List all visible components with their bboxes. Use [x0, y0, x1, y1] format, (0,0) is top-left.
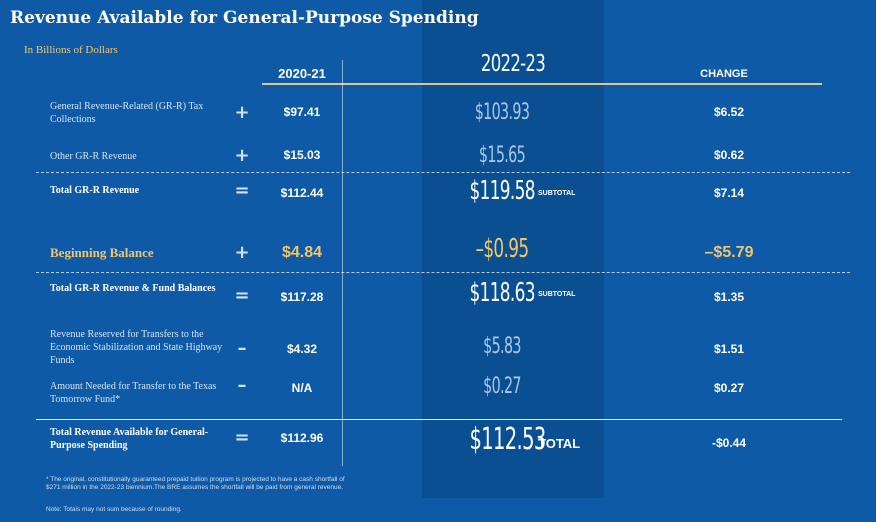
- plus-icon: +: [234, 242, 250, 263]
- equals-icon: =: [234, 285, 250, 306]
- row-label: Total GR-R Revenue: [50, 185, 140, 196]
- column-header-2022-23: 2022-23: [480, 51, 546, 77]
- value-2020-21: $97.41: [283, 105, 321, 119]
- column-header-change: CHANGE: [700, 68, 748, 80]
- value-change: $1.35: [713, 290, 745, 304]
- value-change: -$0.44: [711, 436, 747, 450]
- row-label: Amount Needed for Transfer to the Texas …: [50, 381, 217, 405]
- value-2020-21: $117.28: [280, 290, 324, 304]
- footnote: * The original, constitutionally guarant…: [46, 476, 345, 491]
- column-divider: [342, 60, 343, 466]
- equals-icon: =: [234, 427, 250, 448]
- row-label: Beginning Balance: [50, 245, 154, 260]
- rounding-note: Note: Totals may not sum because of roun…: [46, 506, 182, 513]
- plus-icon: +: [234, 145, 250, 166]
- value-2022-23: $112.53: [469, 422, 547, 457]
- units-subtitle: In Billions of Dollars: [24, 44, 118, 56]
- value-2020-21: $4.84: [281, 244, 323, 261]
- row-label: General Revenue-Related (GR-R) Tax Colle…: [50, 101, 204, 125]
- page-title: Revenue Available for General-Purpose Sp…: [10, 8, 479, 28]
- value-2022-23: $0.27: [483, 374, 521, 399]
- dashed-divider: [36, 272, 850, 273]
- value-2022-23: $118.63: [469, 278, 536, 308]
- subtotal-tag: SUBTOTAL: [538, 190, 576, 197]
- value-2022-23: $15.65: [478, 143, 526, 168]
- value-change: $7.14: [713, 186, 745, 200]
- value-2022-23: $119.58: [469, 176, 536, 206]
- value-change: $1.51: [713, 342, 745, 356]
- value-2022-23: $103.93: [474, 100, 530, 125]
- plus-icon: +: [234, 102, 250, 123]
- value-2020-21: $112.96: [280, 431, 324, 445]
- minus-icon: –: [237, 375, 247, 396]
- total-tag: TOTAL: [538, 436, 581, 451]
- subtotal-tag: SUBTOTAL: [538, 291, 576, 298]
- value-change: $0.27: [713, 381, 745, 395]
- header-rule: [262, 83, 822, 85]
- value-change: $0.62: [713, 148, 745, 162]
- value-2020-21: $15.03: [283, 148, 321, 162]
- minus-icon: –: [237, 338, 247, 359]
- value-change: –$5.79: [704, 244, 754, 261]
- value-2022-23: –$0.95: [475, 234, 530, 264]
- equals-icon: =: [234, 180, 250, 201]
- column-header-2020-21: 2020-21: [278, 66, 326, 81]
- value-change: $6.52: [713, 105, 745, 119]
- row-label: Other GR-R Revenue: [50, 151, 137, 162]
- value-2020-21: $4.32: [286, 342, 318, 356]
- row-label: Total Revenue Available for General-Purp…: [50, 427, 209, 451]
- dashed-divider: [36, 172, 850, 173]
- value-2020-21: N/A: [291, 381, 313, 395]
- row-label: Revenue Reserved for Transfers to the Ec…: [50, 329, 223, 366]
- row-label: Total GR-R Revenue & Fund Balances: [50, 283, 216, 294]
- total-divider: [36, 419, 842, 420]
- value-2022-23: $5.83: [483, 334, 521, 359]
- value-2020-21: $112.44: [280, 186, 324, 200]
